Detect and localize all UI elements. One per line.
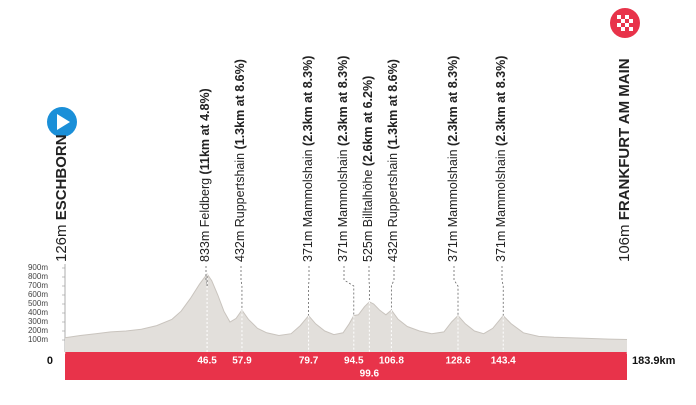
climb-label: 371m Mammolshain (2.3km at 8.3%): [446, 56, 460, 262]
climb-label: 371m Mammolshain (2.3km at 8.3%): [301, 56, 315, 262]
climb-leader: [501, 266, 504, 316]
y-tick-label: 400m: [28, 308, 48, 317]
climb-label: 371m Mammolshain (2.3km at 8.3%): [336, 56, 350, 262]
climb-label: 432m Ruppertshain (1.3km at 8.6%): [233, 59, 247, 262]
climb-detail: (2.3km at 8.3%): [494, 56, 508, 146]
x-tick-label: 183.9km: [632, 355, 676, 367]
climb-label: 525m Billtalhöhe (2.6km at 6.2%): [361, 76, 375, 262]
climb-label: 371m Mammolshain (2.3km at 8.3%): [494, 56, 508, 262]
y-tick-label: 800m: [28, 272, 48, 281]
climb-leader: [240, 266, 243, 311]
start-icon: [47, 107, 77, 137]
climb-leader: [390, 266, 395, 311]
elevation-area: [65, 274, 627, 352]
km-marker: 79.7: [299, 356, 319, 367]
climb-detail: (1.3km at 8.6%): [386, 59, 400, 149]
finish-name: FRANKFURT AM MAIN: [616, 58, 633, 220]
y-tick-label: 200m: [28, 326, 48, 335]
km-marker: 46.5: [197, 356, 217, 367]
climb-leader: [205, 266, 208, 287]
finish-elevation: 106m: [616, 224, 633, 262]
climb-name: 833m Feldberg: [198, 178, 212, 262]
climb-label: 833m Feldberg (11km at 4.8%): [198, 88, 212, 262]
finish-icon: [610, 8, 640, 38]
km-marker: 94.5: [344, 356, 364, 367]
km-marker: 57.9: [232, 356, 252, 367]
start-elevation: 126m: [53, 224, 70, 262]
climb-detail: (11km at 4.8%): [198, 88, 212, 174]
climb-name: 371m Mammolshain: [336, 149, 350, 262]
y-tick-label: 700m: [28, 281, 48, 290]
climb-detail: (2.3km at 8.3%): [446, 56, 460, 146]
climb-leader: [343, 266, 355, 316]
y-tick-label: 300m: [28, 317, 48, 326]
climb-detail: (2.3km at 8.3%): [301, 56, 315, 146]
start-name: ESCHBORN: [53, 134, 70, 220]
climb-name: 432m Ruppertshain: [386, 153, 400, 262]
start-label: 126m ESCHBORN: [53, 134, 70, 262]
climb-name: 371m Mammolshain: [494, 149, 508, 262]
climb-detail: (2.3km at 8.3%): [336, 56, 350, 146]
climb-name: 525m Billtalhöhe: [361, 170, 375, 262]
km-marker: 106.8: [379, 356, 404, 367]
distance-bar: [65, 352, 627, 380]
km-marker: 99.6: [360, 369, 380, 380]
y-tick-label: 900m: [28, 263, 48, 272]
climb-leader: [453, 266, 459, 316]
x-tick-label: 0: [47, 355, 53, 367]
km-marker: 128.6: [445, 356, 470, 367]
climb-detail: (2.6km at 6.2%): [361, 76, 375, 166]
climb-label: 432m Ruppertshain (1.3km at 8.6%): [386, 59, 400, 262]
km-marker: 143.4: [491, 356, 516, 367]
climb-name: 371m Mammolshain: [446, 149, 460, 262]
climb-detail: (1.3km at 8.6%): [233, 59, 247, 149]
elevation-line: [64, 273, 628, 340]
y-tick-label: 500m: [28, 299, 48, 308]
y-tick-label: 600m: [28, 290, 48, 299]
climb-name: 432m Ruppertshain: [233, 153, 247, 262]
climb-name: 371m Mammolshain: [301, 149, 315, 262]
finish-label: 106m FRANKFURT AM MAIN: [616, 58, 633, 262]
y-tick-label: 100m: [28, 335, 48, 344]
